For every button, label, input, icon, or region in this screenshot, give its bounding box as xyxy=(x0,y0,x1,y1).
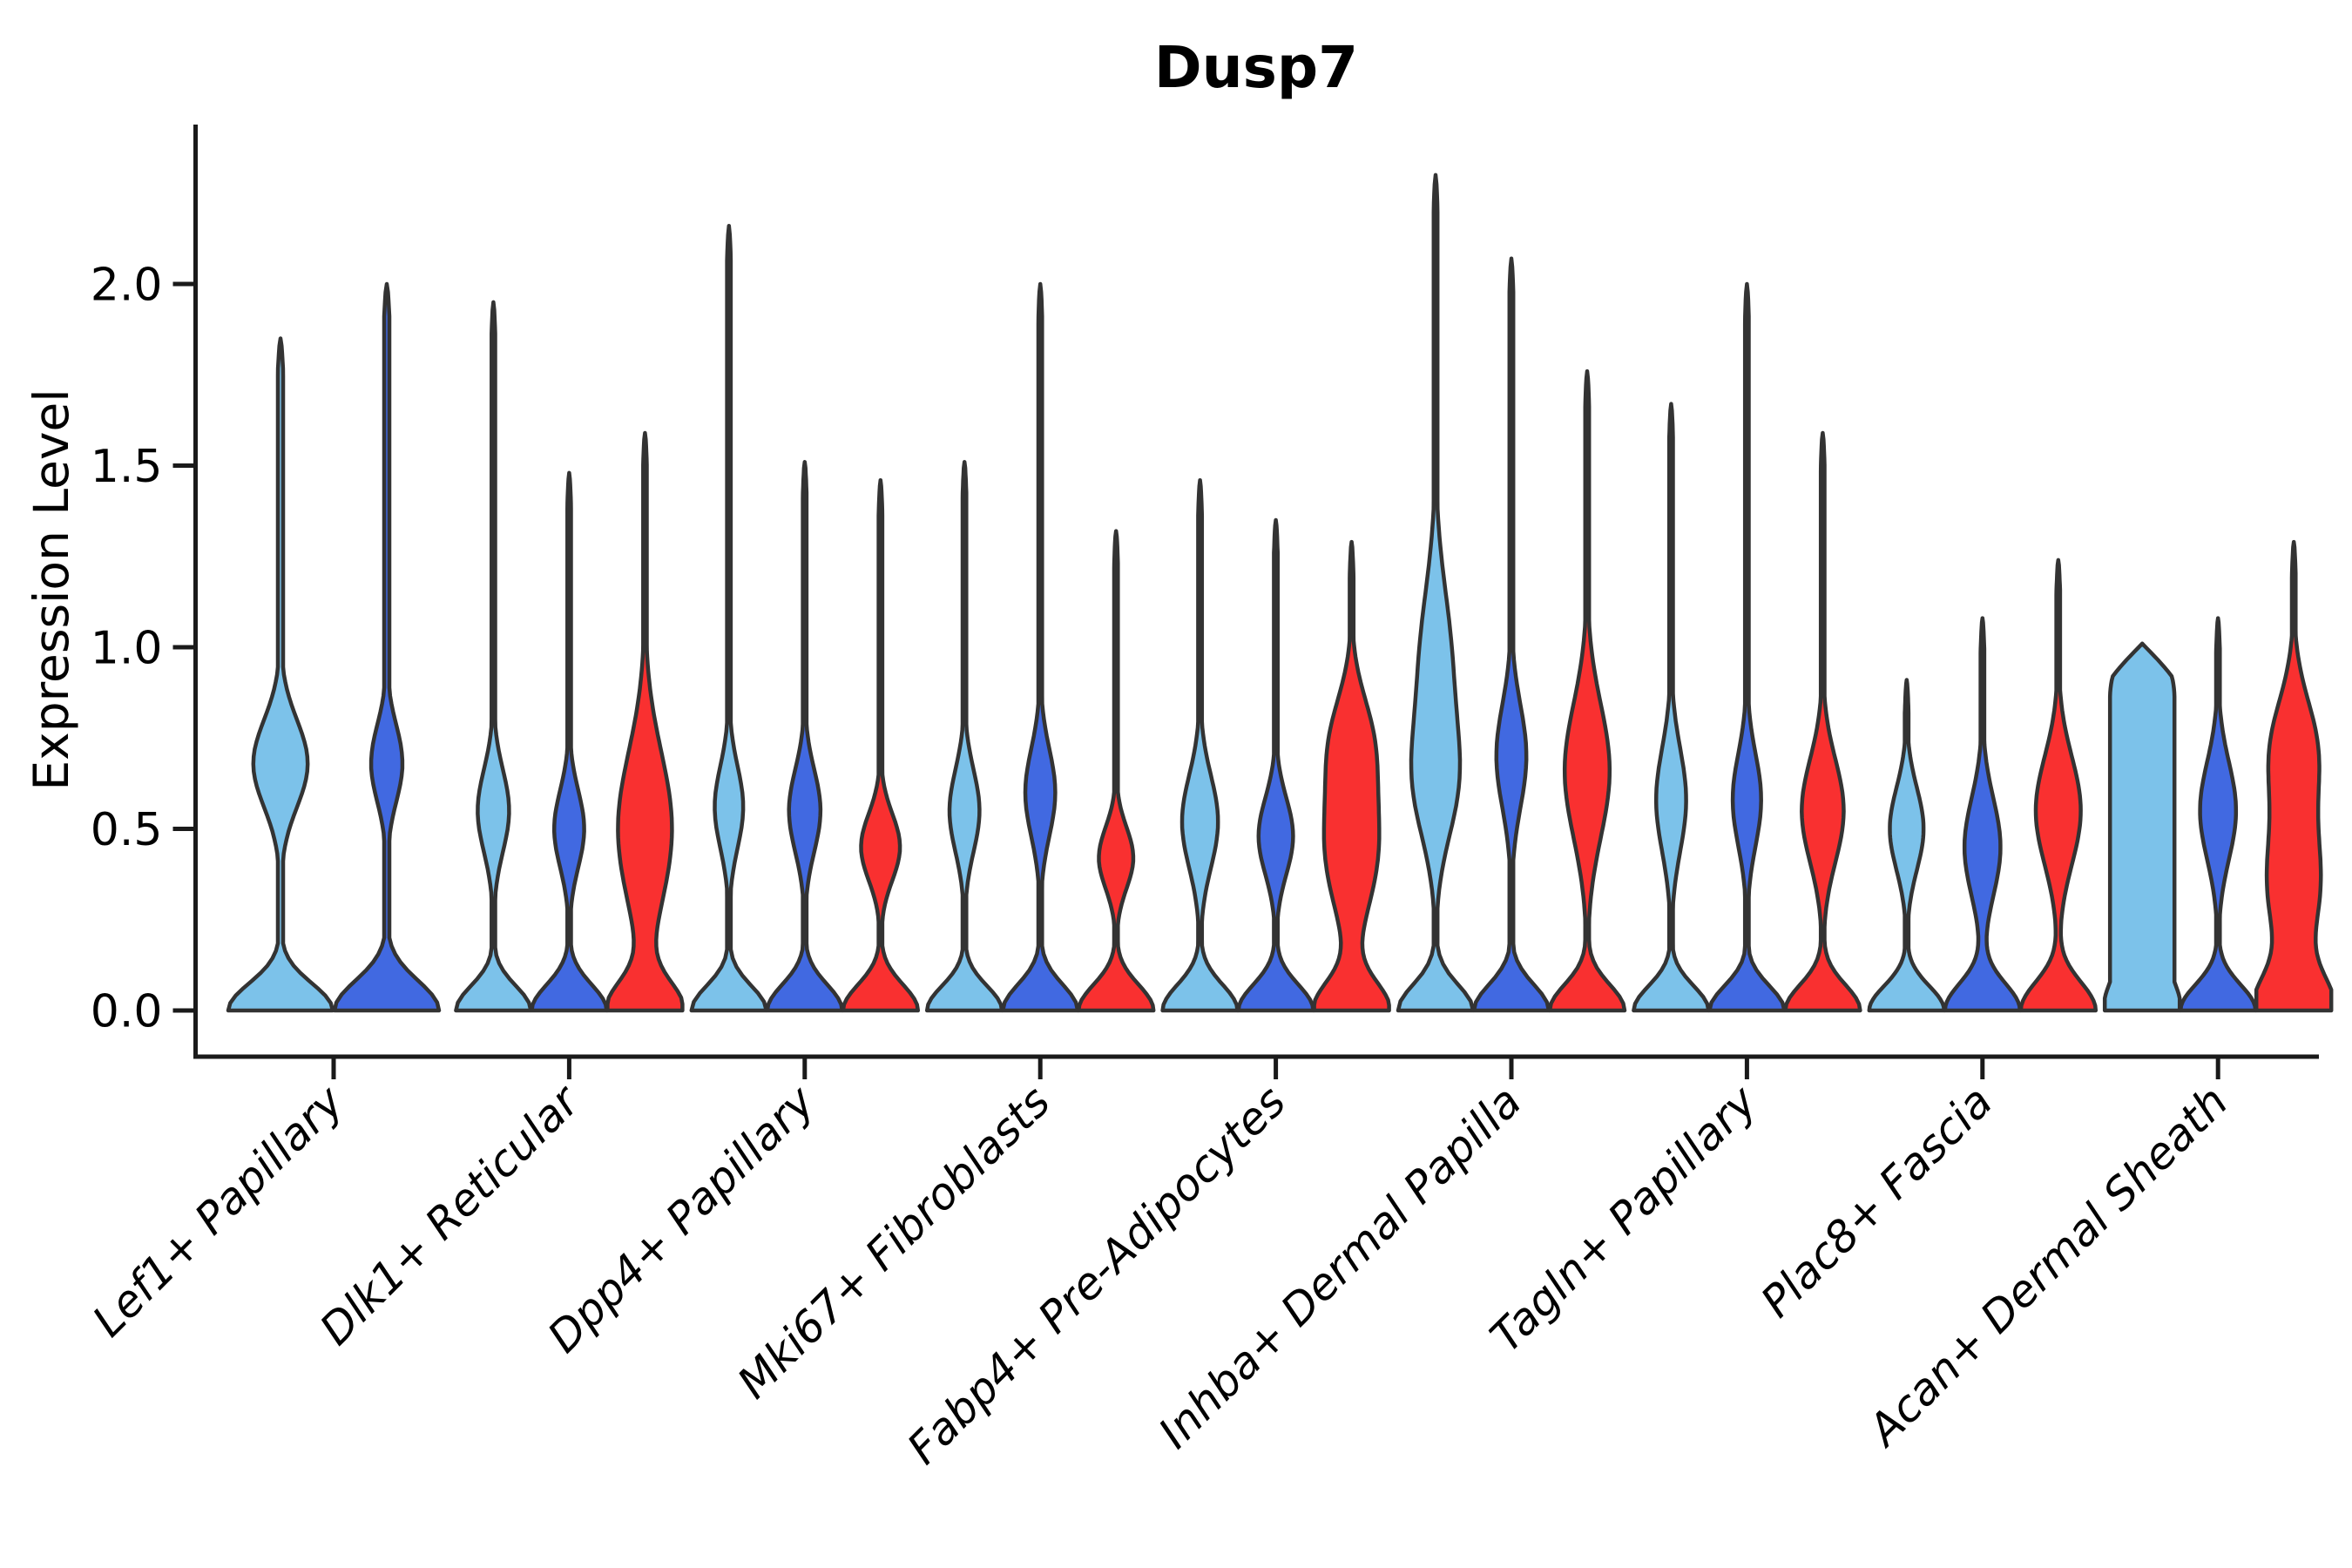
violin-inhba-dermal-papilla-red xyxy=(1547,368,1627,1013)
violin-tagln-papillary-light_blue xyxy=(1632,402,1711,1013)
violin-tagln-papillary-dark_blue xyxy=(1707,281,1787,1013)
y-axis-label: Expression Level xyxy=(24,389,79,790)
violin-fabp4-pre-adipocytes-dark_blue xyxy=(1236,517,1315,1013)
violin-acan-dermal-sheath-red xyxy=(2254,539,2334,1013)
violin-fabp4-pre-adipocytes-light_blue xyxy=(1160,477,1240,1013)
violin-mki67-fibroblasts-red xyxy=(1076,529,1156,1013)
violin-mki67-fibroblasts-dark_blue xyxy=(1000,281,1080,1013)
violin-plac8-fascia-dark_blue xyxy=(1943,616,2023,1013)
violin-plac8-fascia-red xyxy=(2018,558,2099,1013)
violin-dpp4-papillary-light_blue xyxy=(689,224,769,1013)
violin-plac8-fascia-light_blue xyxy=(1867,678,1947,1013)
x-axis-ticks xyxy=(331,1057,2220,1079)
y-tick-label: 1.5 xyxy=(91,441,163,493)
x-category-label-lef1-papillary: Lef1+ Papillary xyxy=(83,1075,354,1346)
violin-tagln-papillary-red xyxy=(1783,430,1862,1013)
axes-spines xyxy=(193,125,2319,1059)
plot-title: Dusp7 xyxy=(1154,34,1358,101)
x-category-label-plac8-fascia: Plac8+ Fascia xyxy=(1751,1076,2002,1327)
violin-acan-dermal-sheath-light_blue xyxy=(2102,641,2182,1013)
violin-dpp4-papillary-dark_blue xyxy=(765,460,845,1013)
x-category-label-fabp4-pre-adipocytes: Fabp4+ Pre-Adipocytes xyxy=(898,1076,1296,1474)
y-axis-ticks: 0.0 0.5 1.0 1.5 2.0 xyxy=(91,260,196,1038)
violin-inhba-dermal-papilla-dark_blue xyxy=(1471,256,1551,1013)
violin-mki67-fibroblasts-light_blue xyxy=(924,460,1004,1013)
y-tick-label: 0.5 xyxy=(91,804,163,856)
violin-dlk1-reticular-dark_blue xyxy=(530,470,609,1013)
y-tick-label: 2.0 xyxy=(91,260,163,312)
violin-acan-dermal-sheath-dark_blue xyxy=(2178,616,2258,1013)
violin-dlk1-reticular-red xyxy=(605,430,685,1013)
violin-fabp4-pre-adipocytes-red xyxy=(1312,539,1391,1013)
y-tick-label: 1.0 xyxy=(91,623,163,675)
violin-dpp4-papillary-red xyxy=(841,477,921,1013)
violin-lef1-papillary-dark_blue xyxy=(332,281,442,1013)
violin-inhba-dermal-papilla-light_blue xyxy=(1396,172,1476,1013)
y-tick-label: 0.0 xyxy=(91,986,163,1038)
violin-dlk1-reticular-light_blue xyxy=(454,300,533,1013)
x-category-label-dlk1-reticular: Dlk1+ Reticular xyxy=(310,1074,591,1355)
violins-layer xyxy=(226,172,2334,1013)
violin-lef1-papillary-light_blue xyxy=(226,336,335,1013)
